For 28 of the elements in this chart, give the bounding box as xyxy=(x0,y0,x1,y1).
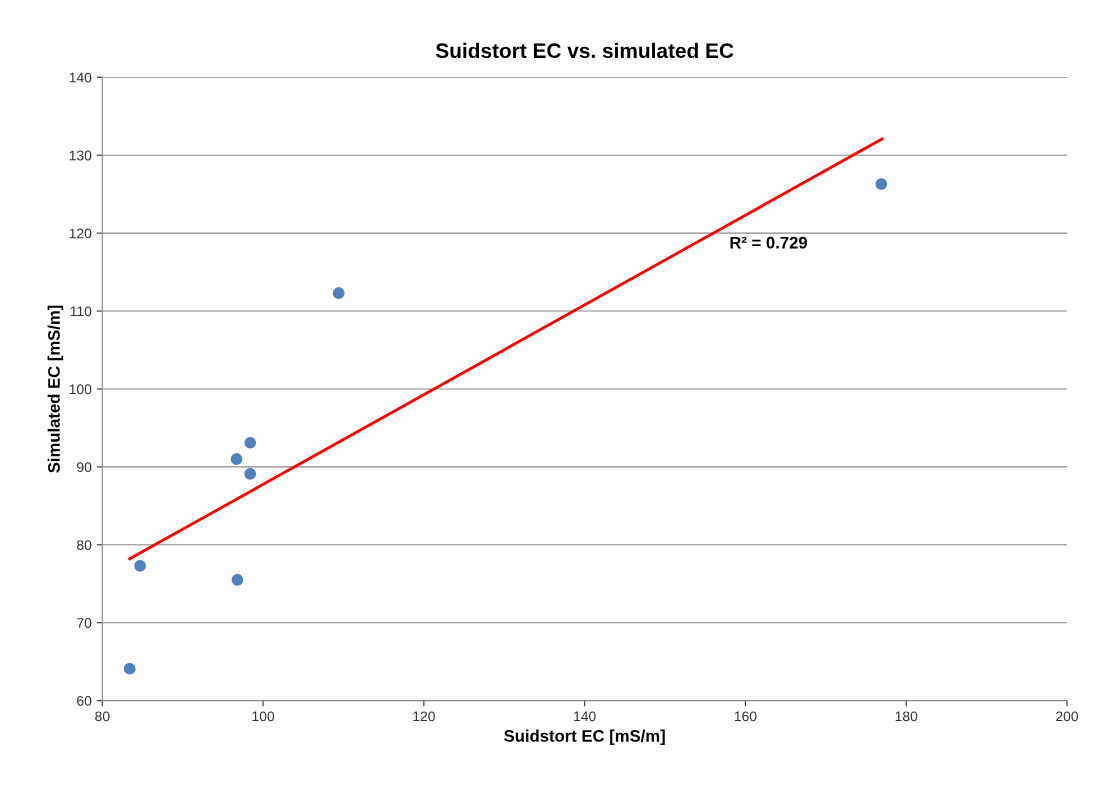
y-tick-label: 120 xyxy=(69,228,92,239)
point xyxy=(231,574,244,586)
point xyxy=(230,453,243,465)
point xyxy=(244,436,257,449)
y-tick-label: 90 xyxy=(77,462,92,473)
y-tick-label: 80 xyxy=(77,540,92,550)
point xyxy=(875,178,888,190)
y-tick-label: 70 xyxy=(77,618,92,628)
point xyxy=(123,662,136,675)
y-tick-label: 110 xyxy=(70,306,92,317)
y-tick-label: 130 xyxy=(69,150,92,161)
x-tick-label: 100 xyxy=(252,711,275,722)
annotation: R² = 0.729 xyxy=(730,236,808,249)
x-tick-label: 200 xyxy=(1056,711,1079,722)
chart-title: Suidstort EC vs. simulated EC xyxy=(435,42,734,59)
y-tick-label: 100 xyxy=(69,384,92,395)
point xyxy=(332,287,345,299)
x-tick-label: 180 xyxy=(895,711,918,722)
x-tick-label: 80 xyxy=(95,711,110,722)
x-tick-label: 120 xyxy=(413,711,435,722)
x-tick-label: 160 xyxy=(734,711,757,722)
y-tick-label: 60 xyxy=(77,695,92,706)
x-axis-title: Suidstort EC [mS/m] xyxy=(504,729,665,746)
x-tick-label: 140 xyxy=(574,711,596,722)
point xyxy=(244,468,257,480)
y-axis-title: Simulated EC [mS/m] xyxy=(47,305,64,473)
point xyxy=(134,560,146,572)
y-tick-label: 140 xyxy=(69,72,92,83)
